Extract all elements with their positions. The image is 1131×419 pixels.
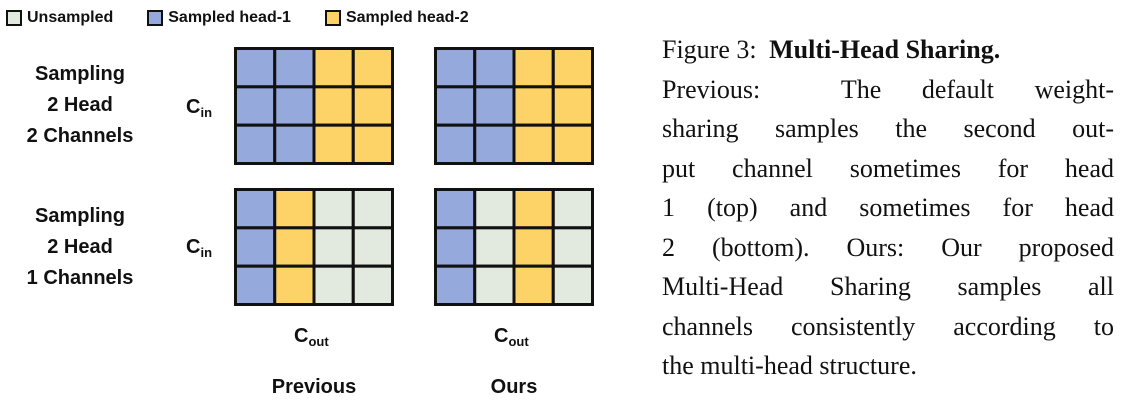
legend: Unsampled Sampled head-1 Sampled head-2 [6, 6, 469, 30]
legend-swatch-head-1 [147, 10, 164, 26]
head-2-cell [351, 47, 394, 89]
row-label-line: 2 Head [47, 94, 113, 116]
head-2-cell [273, 264, 316, 306]
head-2-cell [512, 85, 555, 127]
row-label-line: 1 Channels [26, 267, 134, 289]
unsampled-cell [473, 226, 516, 268]
legend-item-head-1: Sampled head-1 [147, 9, 291, 27]
cout-axis-label-ours: Cout [494, 325, 529, 349]
head-1-cell [273, 47, 316, 89]
figure-label: Figure 3: [662, 35, 757, 64]
head-1-cell [473, 47, 516, 89]
unsampled-cell [473, 188, 516, 230]
head-1-cell [434, 264, 477, 306]
legend-item-unsampled: Unsampled [6, 9, 113, 27]
head-1-cell [273, 123, 316, 165]
cin-axis-label-bottom: Cin [186, 236, 213, 260]
legend-swatch-unsampled [6, 10, 22, 26]
head-1-cell [234, 188, 277, 230]
row-label-two-channels: Sampling 2 Head 2 Channels [0, 59, 160, 152]
caption-line: 2 (bottom). Ours: Our proposed [662, 232, 1114, 262]
head-2-cell [312, 123, 355, 165]
head-1-cell [234, 85, 277, 127]
unsampled-cell [351, 226, 394, 268]
head-1-cell [473, 123, 516, 165]
head-2-cell [273, 188, 316, 230]
head-2-cell [551, 47, 594, 89]
row-label-line: Sampling [34, 63, 125, 85]
cin-axis-label-top: Cin [186, 96, 213, 120]
head-2-cell [512, 123, 555, 165]
unsampled-cell [551, 188, 594, 230]
head-1-cell [234, 226, 277, 268]
column-title-previous: Previous [271, 376, 357, 398]
caption-line: Figure 3: Multi-Head Sharing. [662, 30, 1114, 70]
head-2-cell [351, 123, 394, 165]
caption-line: sharing samples the second out- [662, 114, 1114, 143]
legend-label-head-2: Sampled head-2 [345, 9, 469, 26]
head-2-cell [551, 85, 594, 127]
unsampled-cell [551, 264, 594, 306]
head-1-cell [434, 226, 477, 268]
head-1-cell [234, 123, 277, 165]
head-2-cell [512, 188, 555, 230]
head-2-cell [312, 85, 355, 127]
head-2-cell [512, 47, 555, 89]
head-2-cell [312, 47, 355, 89]
row-label-line: Sampling [34, 205, 125, 227]
head-2-cell [273, 226, 316, 268]
caption-line: Previous: The default weight- [662, 74, 1114, 104]
figure-caption: Figure 3: Multi-Head Sharing. Previous: … [662, 30, 1114, 386]
unsampled-cell [312, 188, 355, 230]
head-2-cell [512, 226, 555, 268]
head-1-cell [234, 47, 277, 89]
legend-label-unsampled: Unsampled [27, 9, 114, 26]
grid-previous-two-channels [234, 47, 394, 165]
caption-line: 1 (top) and sometimes for head [662, 193, 1114, 222]
row-label-one-channel: Sampling 2 Head 1 Channels [0, 201, 160, 294]
unsampled-cell [312, 226, 355, 268]
unsampled-cell [551, 226, 594, 268]
head-1-cell [434, 85, 477, 127]
head-1-cell [434, 47, 477, 89]
row-label-line: 2 Head [47, 236, 113, 258]
caption-line: the multi-head structure. [662, 351, 917, 380]
caption-line: Multi-Head Sharing samples all [662, 272, 1114, 301]
grid-ours-one-channel [434, 188, 594, 306]
unsampled-cell [312, 264, 355, 306]
grid-previous-one-channel [234, 188, 394, 306]
legend-item-head-2: Sampled head-2 [324, 9, 469, 27]
unsampled-cell [351, 264, 394, 306]
column-title-ours: Ours [490, 376, 538, 398]
head-1-cell [473, 85, 516, 127]
head-1-cell [434, 123, 477, 165]
unsampled-cell [473, 264, 516, 306]
head-1-cell [234, 264, 277, 306]
legend-label-head-1: Sampled head-1 [168, 9, 291, 26]
legend-swatch-head-2 [324, 10, 341, 26]
figure-title: Multi-Head Sharing. [769, 35, 1001, 64]
head-2-cell [551, 123, 594, 165]
cout-axis-label-previous: Cout [294, 325, 329, 349]
head-2-cell [351, 85, 394, 127]
head-1-cell [434, 188, 477, 230]
caption-line: put channel sometimes for head [662, 153, 1114, 183]
unsampled-cell [351, 188, 394, 230]
caption-line: channels consistently according to [662, 311, 1114, 341]
head-1-cell [273, 85, 316, 127]
grid-ours-two-channels [434, 47, 594, 165]
head-2-cell [512, 264, 555, 306]
row-label-line: 2 Channels [26, 125, 134, 147]
